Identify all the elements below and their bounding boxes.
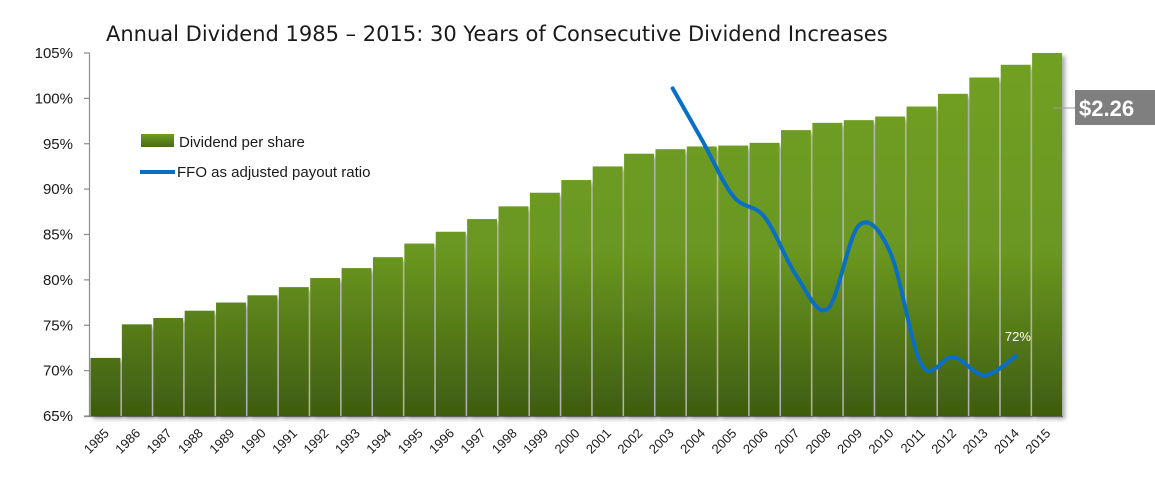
x-tick-label: 1994 [363,426,394,457]
y-tick-label: 90% [43,181,73,198]
x-tick-label: 1996 [426,426,457,457]
x-tick-label: 2006 [740,426,771,457]
x-tick-label: 2004 [677,426,708,457]
bar-2012 [937,93,968,417]
x-tick-label: 1999 [520,426,551,457]
x-tick-label: 2008 [803,426,834,457]
legend-label-ffo: FFO as adjusted payout ratio [177,164,370,181]
x-tick-label: 2012 [928,426,959,457]
x-tick-label: 1995 [395,426,426,457]
y-tick-label: 80% [43,272,73,289]
x-tick-label: 2013 [960,426,991,457]
y-tick-label: 100% [35,90,73,107]
x-tick-label: 1988 [175,426,206,457]
bar-series [90,53,1062,417]
bar-1989 [216,302,246,416]
x-tick-label: 1992 [300,426,331,457]
bar-1998 [498,206,529,416]
dividend-callout: $2.26 [1053,90,1155,125]
bar-1986 [121,324,152,416]
x-tick-label: 2003 [646,426,677,457]
y-axis: 65% 70% 75% 80% 85% 90% 95% 100% 105% [35,45,1063,425]
line-series: 72% [670,86,1031,378]
bar-1992 [310,278,341,416]
bar-1999 [529,192,560,416]
bar-2015 [1032,53,1062,416]
x-tick-label: 2010 [865,426,896,457]
bar-2009 [843,120,874,416]
bar-2001 [592,166,623,416]
x-tick-label: 2001 [583,426,614,457]
x-tick-label: 1986 [112,426,143,457]
y-tick-label: 70% [43,363,73,380]
x-tick-label: 1991 [269,426,300,457]
bar-1994 [372,257,403,416]
bar-1985 [90,357,121,416]
x-tick-label: 1989 [206,426,237,457]
bar-1987 [153,317,184,416]
bar-2013 [969,77,1000,416]
x-tick-label: 2014 [991,426,1022,457]
x-tick-label: 1993 [332,426,363,457]
y-tick-label: 85% [43,227,73,244]
bar-2006 [749,142,780,416]
bar-1991 [278,287,309,416]
callout-text: $2.26 [1079,96,1134,121]
x-tick-label: 2000 [552,426,583,457]
bar-1996 [435,231,466,416]
bar-1993 [341,268,372,416]
x-tick-label: 1985 [81,426,112,457]
bar-2002 [624,153,654,417]
x-axis: 1985 1986 1987 1988 1989 1990 1991 1992 1993 1994… [81,426,1054,457]
y-tick-label: 95% [43,136,73,153]
chart-title: Annual Dividend 1985 – 2015: 30 Years of… [106,22,888,46]
bar-1997 [467,219,498,416]
bar-2005 [718,145,749,416]
bar-1995 [404,243,435,416]
legend: Dividend per share FFO as adjusted payou… [140,134,370,181]
x-tick-label: 2009 [834,426,865,457]
x-tick-label: 1990 [238,426,269,457]
bar-2000 [561,180,592,416]
x-tick-label: 1997 [457,426,488,457]
x-tick-label: 2005 [708,426,739,457]
bar-1990 [247,295,278,416]
y-tick-label: 75% [43,317,73,334]
y-tick-label: 105% [35,45,73,62]
x-tick-label: 2011 [897,426,927,456]
legend-swatch-dividend [141,134,174,147]
bar-2003 [655,149,686,416]
x-tick-label: 1987 [144,426,175,457]
y-tick-label: 65% [43,408,73,425]
bar-2008 [812,122,843,416]
ffo-payout-line [670,86,1018,378]
ffo-data-label: 72% [1005,329,1031,344]
bar-2004 [686,146,717,416]
callout-box [1075,90,1155,125]
x-tick-label: 2015 [1022,426,1053,457]
x-tick-label: 2002 [614,426,645,457]
x-tick-label: 1998 [489,426,520,457]
x-tick-label: 2007 [771,426,802,457]
legend-label-dividend: Dividend per share [179,134,305,151]
bar-2010 [875,116,906,417]
bar-1988 [184,310,215,416]
